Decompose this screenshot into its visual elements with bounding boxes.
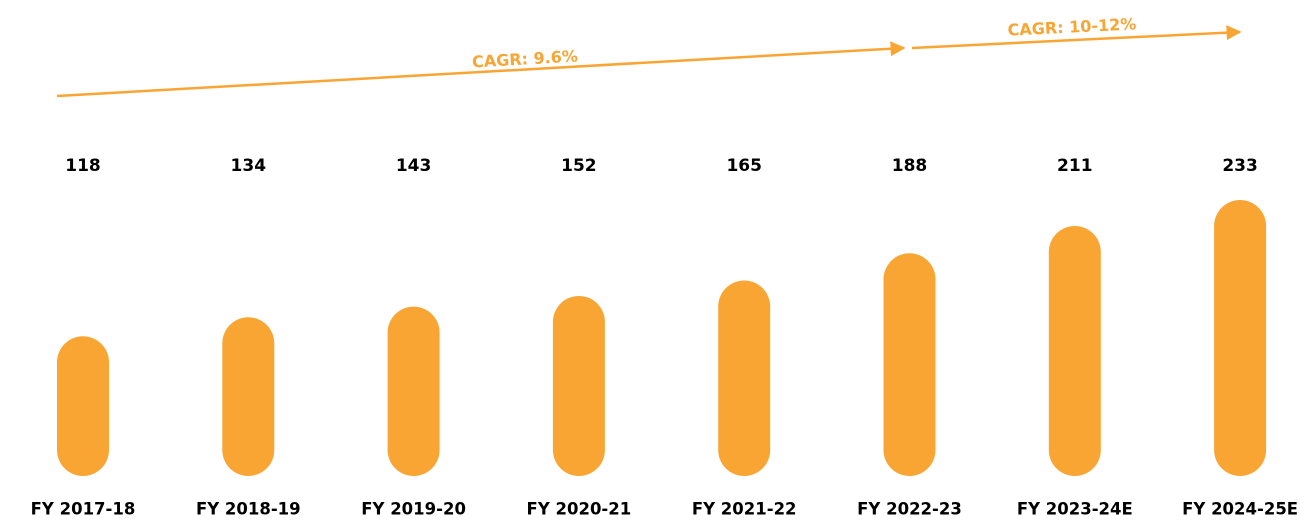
value-label: 188 <box>892 156 928 176</box>
value-label: 143 <box>396 156 432 176</box>
value-label: 233 <box>1222 156 1258 176</box>
x-tick-label: FY 2022-23 <box>857 500 962 519</box>
bar <box>718 280 771 476</box>
x-tick-label: FY 2017-18 <box>31 500 136 519</box>
bar <box>387 306 440 476</box>
x-tick-label: FY 2021-22 <box>692 500 797 519</box>
x-tick-label: FY 2023-24E <box>1017 500 1133 519</box>
value-label: 211 <box>1057 156 1093 176</box>
bar <box>883 253 936 476</box>
x-tick-label: FY 2019-20 <box>361 500 466 519</box>
value-label: 118 <box>65 156 101 176</box>
x-tick-label: FY 2018-19 <box>196 500 301 519</box>
bar <box>1048 226 1101 476</box>
cagr-arrow <box>56 41 906 98</box>
cagr-arrow <box>911 25 1242 50</box>
x-tick-label: FY 2020-21 <box>527 500 632 519</box>
annotation: CAGR: 10-12% <box>1007 14 1137 39</box>
bar <box>222 317 275 476</box>
value-label: 134 <box>231 156 267 176</box>
value-label: 152 <box>561 156 597 176</box>
bar <box>57 336 109 476</box>
value-label: 165 <box>726 156 762 176</box>
x-tick-label: FY 2024-25E <box>1182 500 1298 519</box>
bar <box>552 295 605 476</box>
bar <box>1214 200 1267 476</box>
